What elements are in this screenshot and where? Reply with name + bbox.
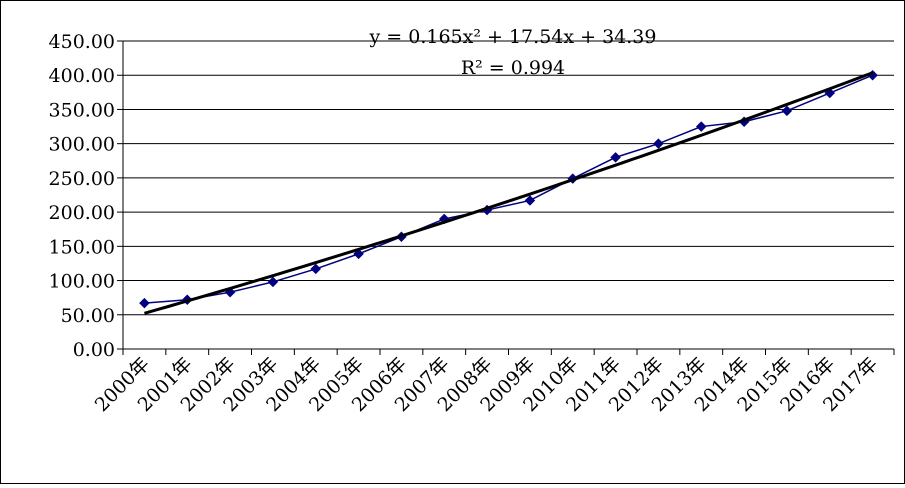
trendline-equation-text: y = 0.165x² + 17.54x + 34.39 <box>369 26 657 48</box>
data-point <box>310 263 322 275</box>
gridlines <box>123 40 894 316</box>
series-line <box>144 74 873 304</box>
y-tick-label: 350.00 <box>49 99 115 121</box>
trendline-equation: y = 0.165x² + 17.54x + 34.39 R² = 0.994 <box>369 26 657 79</box>
data-point <box>267 276 279 288</box>
y-tick-label: 100.00 <box>49 271 115 293</box>
data-point <box>524 195 536 206</box>
trendline-curve <box>144 71 874 315</box>
trendline <box>144 71 874 315</box>
data-point <box>653 138 664 150</box>
y-tick-label: 250.00 <box>49 168 115 190</box>
y-tick-label: 450.00 <box>49 31 115 53</box>
y-tick-label: 150.00 <box>49 236 115 258</box>
data-point <box>781 105 793 117</box>
series <box>139 69 878 309</box>
y-tick-label: 400.00 <box>49 65 115 87</box>
y-tick-label: 0.00 <box>73 339 115 361</box>
y-tick-label: 300.00 <box>49 134 115 156</box>
y-tick-labels: 0.00 50.00 100.00 150.00 200.00 250.00 300.00 3… <box>49 31 115 361</box>
data-point <box>695 121 707 132</box>
x-tick-labels: 2000年2001年2002年2003年2004年2005年2006年2007年… <box>91 353 882 416</box>
data-point <box>610 152 621 163</box>
trendline-r-squared-text: R² = 0.994 <box>461 57 565 79</box>
axes <box>117 40 895 355</box>
y-tick-label: 50.00 <box>61 305 115 327</box>
data-point <box>139 297 150 309</box>
y-tick-label: 200.00 <box>49 202 115 224</box>
